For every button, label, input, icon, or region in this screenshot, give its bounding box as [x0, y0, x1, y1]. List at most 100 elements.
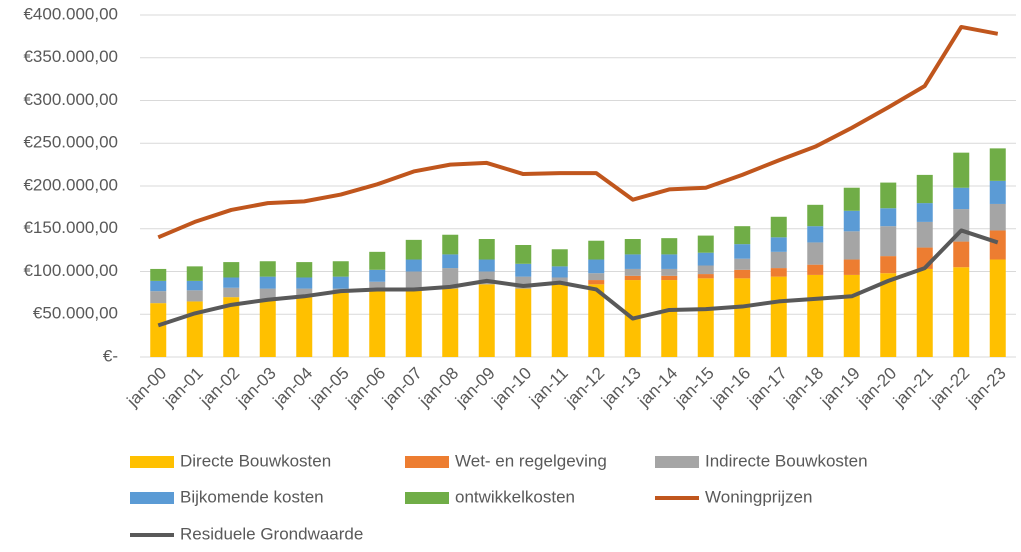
- y-tick-label: €200.000,00: [23, 175, 118, 194]
- bar-segment: [807, 264, 824, 275]
- bar-segment: [223, 297, 240, 357]
- bar-segment: [478, 239, 495, 260]
- bar-segment: [697, 252, 714, 266]
- legend-label: Bijkomende kosten: [180, 487, 324, 506]
- bar-segment: [442, 234, 459, 255]
- bar-segment: [989, 203, 1006, 231]
- bar-segment: [186, 301, 203, 357]
- bar-segment: [515, 276, 532, 289]
- legend-swatch: [130, 492, 174, 504]
- bar-segment: [150, 280, 167, 292]
- legend-label: Residuele Grondwaarde: [180, 524, 363, 543]
- bar-segment: [369, 281, 386, 291]
- x-tick-label: jan-13: [597, 364, 645, 412]
- bar-segment: [880, 256, 897, 274]
- y-tick-label: €250.000,00: [23, 133, 118, 152]
- bar-segment: [186, 266, 203, 281]
- bar-segment: [588, 240, 605, 260]
- x-tick-label: jan-11: [525, 364, 572, 411]
- bar-segment: [661, 268, 678, 276]
- bar-segment: [661, 254, 678, 269]
- bar-segment: [843, 187, 860, 211]
- bar-segment: [551, 249, 568, 267]
- bar-segment: [770, 268, 787, 277]
- bar-segment: [989, 230, 1006, 260]
- x-tick-label: jan-10: [488, 364, 536, 412]
- bar-segment: [843, 259, 860, 275]
- bar-segment: [442, 254, 459, 269]
- x-tick-label: jan-23: [962, 364, 1010, 412]
- bar-segment: [697, 265, 714, 275]
- bar-segment: [734, 278, 751, 357]
- bar-segment: [296, 262, 313, 278]
- bar-segment: [442, 288, 459, 357]
- bar-segment: [770, 276, 787, 357]
- bar-segment: [807, 226, 824, 243]
- bar-segment: [259, 261, 276, 277]
- x-tick-label: jan-19: [816, 364, 864, 412]
- bar-segment: [405, 259, 422, 272]
- bar-segment: [661, 238, 678, 255]
- bar-segment: [150, 291, 167, 304]
- x-tick-label: jan-02: [196, 364, 244, 412]
- bar-segment: [624, 254, 641, 269]
- bar-segment: [296, 288, 313, 298]
- bar-segment: [916, 221, 933, 248]
- legend-swatch: [405, 492, 449, 504]
- bar-segment: [150, 268, 167, 281]
- bar-segment: [734, 269, 751, 279]
- x-tick-label: jan-01: [159, 364, 207, 412]
- bar-segment: [515, 288, 532, 357]
- bar-segment: [734, 244, 751, 259]
- bar-segment: [624, 239, 641, 255]
- legend-label: Indirecte Bouwkosten: [705, 451, 868, 470]
- x-tick-label: jan-03: [232, 364, 280, 412]
- bar-segment: [588, 259, 605, 274]
- x-tick-label: jan-14: [634, 364, 682, 412]
- bar-segment: [916, 203, 933, 222]
- bar-segment: [332, 292, 349, 357]
- bar-segment: [843, 274, 860, 357]
- bar-segment: [843, 210, 860, 232]
- bar-segment: [953, 187, 970, 210]
- bar-segment: [442, 268, 459, 289]
- legend-swatch: [130, 456, 174, 468]
- bar-segment: [259, 276, 276, 289]
- bar-segment: [223, 277, 240, 288]
- bar-segment: [953, 241, 970, 268]
- bar-segment: [624, 275, 641, 281]
- bar-segment: [259, 288, 276, 299]
- bar-segment: [989, 259, 1006, 357]
- bar-segment: [807, 242, 824, 265]
- bar-segment: [405, 290, 422, 357]
- bar-segment: [405, 239, 422, 260]
- x-tick-label: jan-07: [378, 364, 426, 412]
- y-tick-label: €300.000,00: [23, 90, 118, 109]
- bar-segment: [697, 274, 714, 279]
- bar-segment: [588, 280, 605, 285]
- bar-segment: [734, 258, 751, 270]
- bar-segment: [661, 280, 678, 357]
- bar-segment: [953, 267, 970, 357]
- x-tick-label: jan-22: [926, 364, 974, 412]
- bar-segment: [916, 174, 933, 204]
- bar-segment: [369, 269, 386, 282]
- x-tick-label: jan-20: [853, 364, 901, 412]
- bar-segment: [551, 266, 568, 278]
- bar-segment: [186, 290, 203, 302]
- bar-segment: [916, 268, 933, 357]
- bar-segment: [770, 216, 787, 238]
- line: [157, 24, 999, 240]
- x-tick-label: jan-21: [889, 364, 937, 412]
- bar-segment: [807, 204, 824, 227]
- x-tick-label: jan-09: [451, 364, 499, 412]
- y-tick-label: €350.000,00: [23, 47, 118, 66]
- line: [157, 228, 999, 328]
- legend-label: ontwikkelkosten: [455, 487, 575, 506]
- bar-segment: [734, 226, 751, 245]
- bar-segment: [697, 278, 714, 357]
- x-tick-label: jan-08: [415, 364, 463, 412]
- y-tick-label: €100.000,00: [23, 261, 118, 280]
